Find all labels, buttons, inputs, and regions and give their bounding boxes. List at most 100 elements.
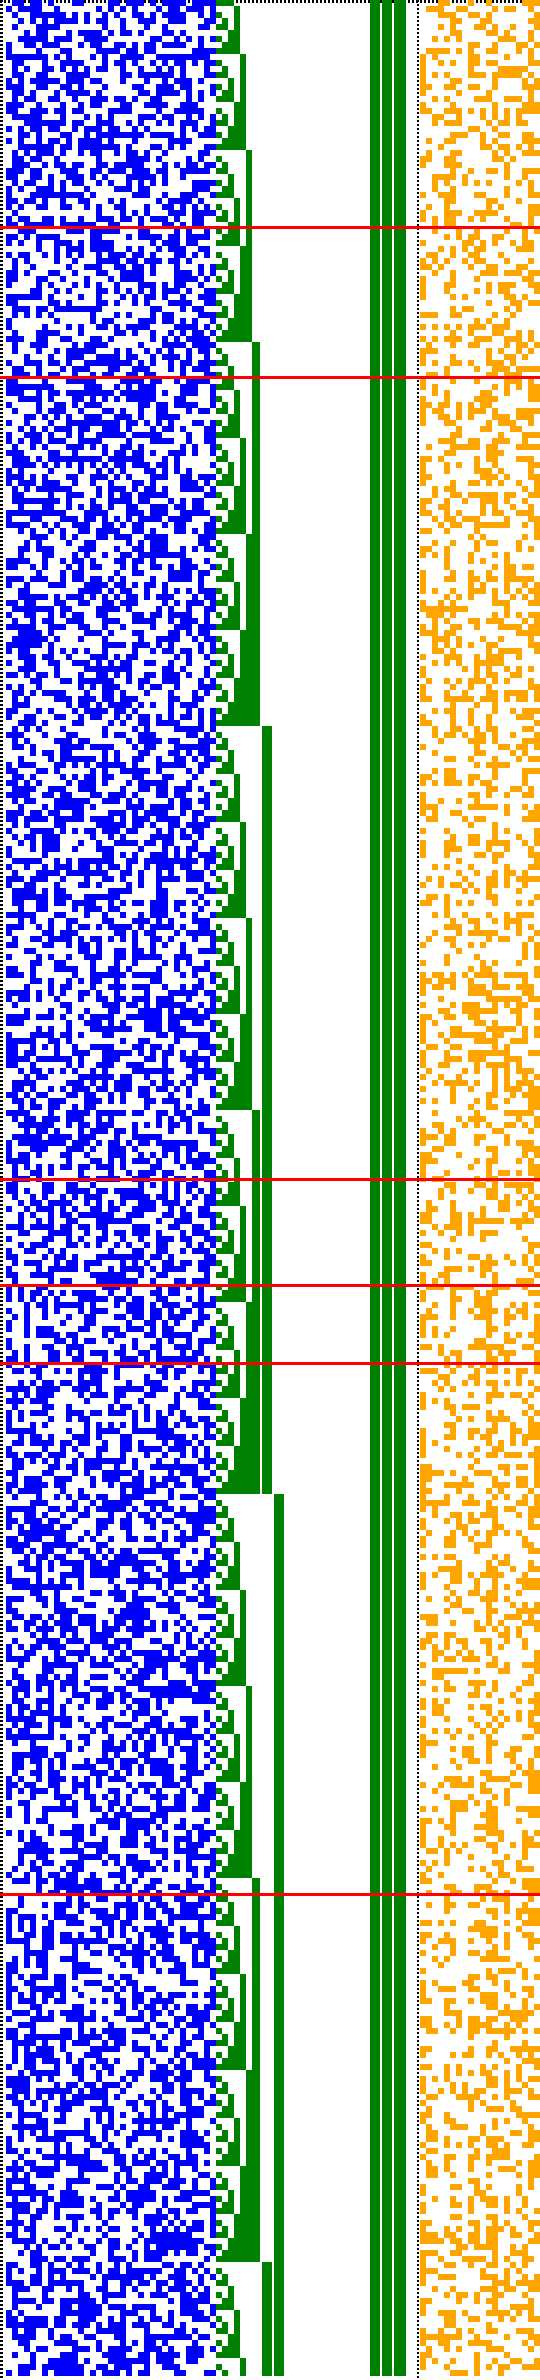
blue-cell-run — [114, 150, 120, 156]
blue-cell-run — [180, 912, 186, 918]
blue-cell-run — [18, 2106, 24, 2112]
blue-cell-run — [132, 792, 138, 798]
border-dot-divider — [417, 1104, 419, 1106]
blue-cell-run — [78, 864, 90, 870]
blue-cell-run — [114, 2178, 120, 2184]
border-dot-divider — [417, 416, 419, 418]
blue-cell-run — [36, 1374, 42, 1380]
blue-cell-run — [108, 456, 144, 462]
blue-cell-run — [96, 1518, 114, 1524]
blue-cell-run — [78, 1326, 90, 1332]
blue-cell-run — [174, 786, 192, 792]
border-dot-divider — [417, 900, 419, 902]
blue-cell-run — [204, 72, 216, 78]
border-dot-divider — [417, 1392, 419, 1394]
blue-cell-run — [6, 1140, 12, 1146]
border-dot-divider — [417, 4, 419, 6]
blue-cell-run — [210, 84, 216, 90]
blue-cell-run — [78, 678, 114, 684]
blue-cell-run — [30, 426, 36, 432]
blue-cell-run — [150, 1326, 156, 1332]
blue-cell-run — [24, 1566, 42, 1572]
border-dot-left — [0, 1176, 3, 1178]
blue-cell-run — [90, 1590, 102, 1596]
border-dot-left — [0, 980, 3, 982]
blue-cell-run — [60, 1002, 72, 1008]
blue-cell-run — [96, 606, 120, 612]
border-dot-divider — [417, 1388, 419, 1390]
blue-cell-run — [132, 462, 150, 468]
border-dot-divider — [417, 1992, 419, 1994]
border-dot-divider — [417, 1172, 419, 1174]
blue-cell-run — [78, 1014, 84, 1020]
blue-cell-run — [156, 1698, 162, 1704]
blue-cell-run — [138, 516, 162, 522]
blue-cell-run — [102, 462, 108, 468]
blue-cell-run — [60, 990, 66, 996]
blue-cell-run — [102, 1746, 126, 1752]
blue-cell-run — [96, 156, 102, 162]
border-dot-left — [0, 92, 3, 94]
blue-cell-run — [24, 612, 36, 618]
border-dot-left — [0, 1744, 3, 1746]
blue-cell-run — [24, 696, 30, 702]
blue-cell-run — [66, 1020, 72, 1026]
blue-cell-run — [162, 2088, 174, 2094]
blue-cell-run — [162, 1260, 174, 1266]
blue-cell-run — [114, 1128, 126, 1134]
blue-cell-run — [42, 2238, 48, 2244]
border-dot-left — [0, 1872, 3, 1874]
border-dot-left — [0, 1188, 3, 1190]
blue-cell-run — [150, 906, 168, 912]
blue-cell-run — [114, 948, 126, 954]
border-dot-top — [240, 0, 242, 3]
blue-cell-run — [192, 1350, 204, 1356]
blue-cell-run — [72, 1458, 78, 1464]
blue-cell-run — [186, 1668, 198, 1674]
border-dot-left — [0, 760, 3, 762]
blue-cell-run — [72, 552, 78, 558]
blue-cell-run — [162, 1080, 174, 1086]
blue-cell-run — [198, 1242, 204, 1248]
blue-cell-run — [36, 2208, 48, 2214]
blue-cell-run — [174, 588, 180, 594]
blue-cell-run — [90, 1638, 108, 1644]
border-dot-left — [0, 496, 3, 498]
blue-cell-run — [60, 1992, 66, 1998]
blue-cell-run — [150, 1152, 156, 1158]
blue-cell-run — [30, 1926, 36, 1932]
blue-cell-run — [78, 1614, 96, 1620]
blue-cell-run — [210, 1332, 216, 1338]
blue-cell-run — [72, 1470, 78, 1476]
blue-cell-run — [210, 1878, 216, 1884]
blue-cell-run — [186, 780, 192, 786]
blue-cell-run — [204, 1782, 216, 1788]
border-dot-left — [0, 1228, 3, 1230]
border-dot-divider — [417, 1504, 419, 1506]
border-dot-left — [0, 2224, 3, 2226]
blue-cell-run — [150, 1620, 156, 1626]
border-dot-divider — [417, 188, 419, 190]
blue-cell-run — [168, 2010, 174, 2016]
blue-cell-run — [168, 1026, 186, 1032]
blue-cell-run — [24, 2064, 36, 2070]
border-dot-divider — [417, 444, 419, 446]
blue-cell-run — [60, 528, 66, 534]
border-dot-left — [0, 1832, 3, 1834]
blue-cell-run — [204, 252, 210, 258]
blue-cell-run — [90, 1482, 96, 1488]
blue-cell-run — [120, 2286, 126, 2292]
blue-cell-run — [30, 1086, 36, 1092]
counter-bit — [382, 60, 392, 66]
blue-cell-run — [66, 1110, 90, 1116]
blue-cell-run — [150, 852, 168, 858]
border-dot-left — [0, 1080, 3, 1082]
border-dot-top — [104, 0, 106, 3]
counter-bit — [394, 0, 406, 6]
blue-cell-run — [54, 426, 72, 432]
border-dot-divider — [417, 812, 419, 814]
blue-cell-run — [126, 426, 132, 432]
blue-cell-run — [210, 2184, 216, 2190]
blue-cell-run — [96, 1422, 102, 1428]
blue-cell-run — [78, 564, 84, 570]
